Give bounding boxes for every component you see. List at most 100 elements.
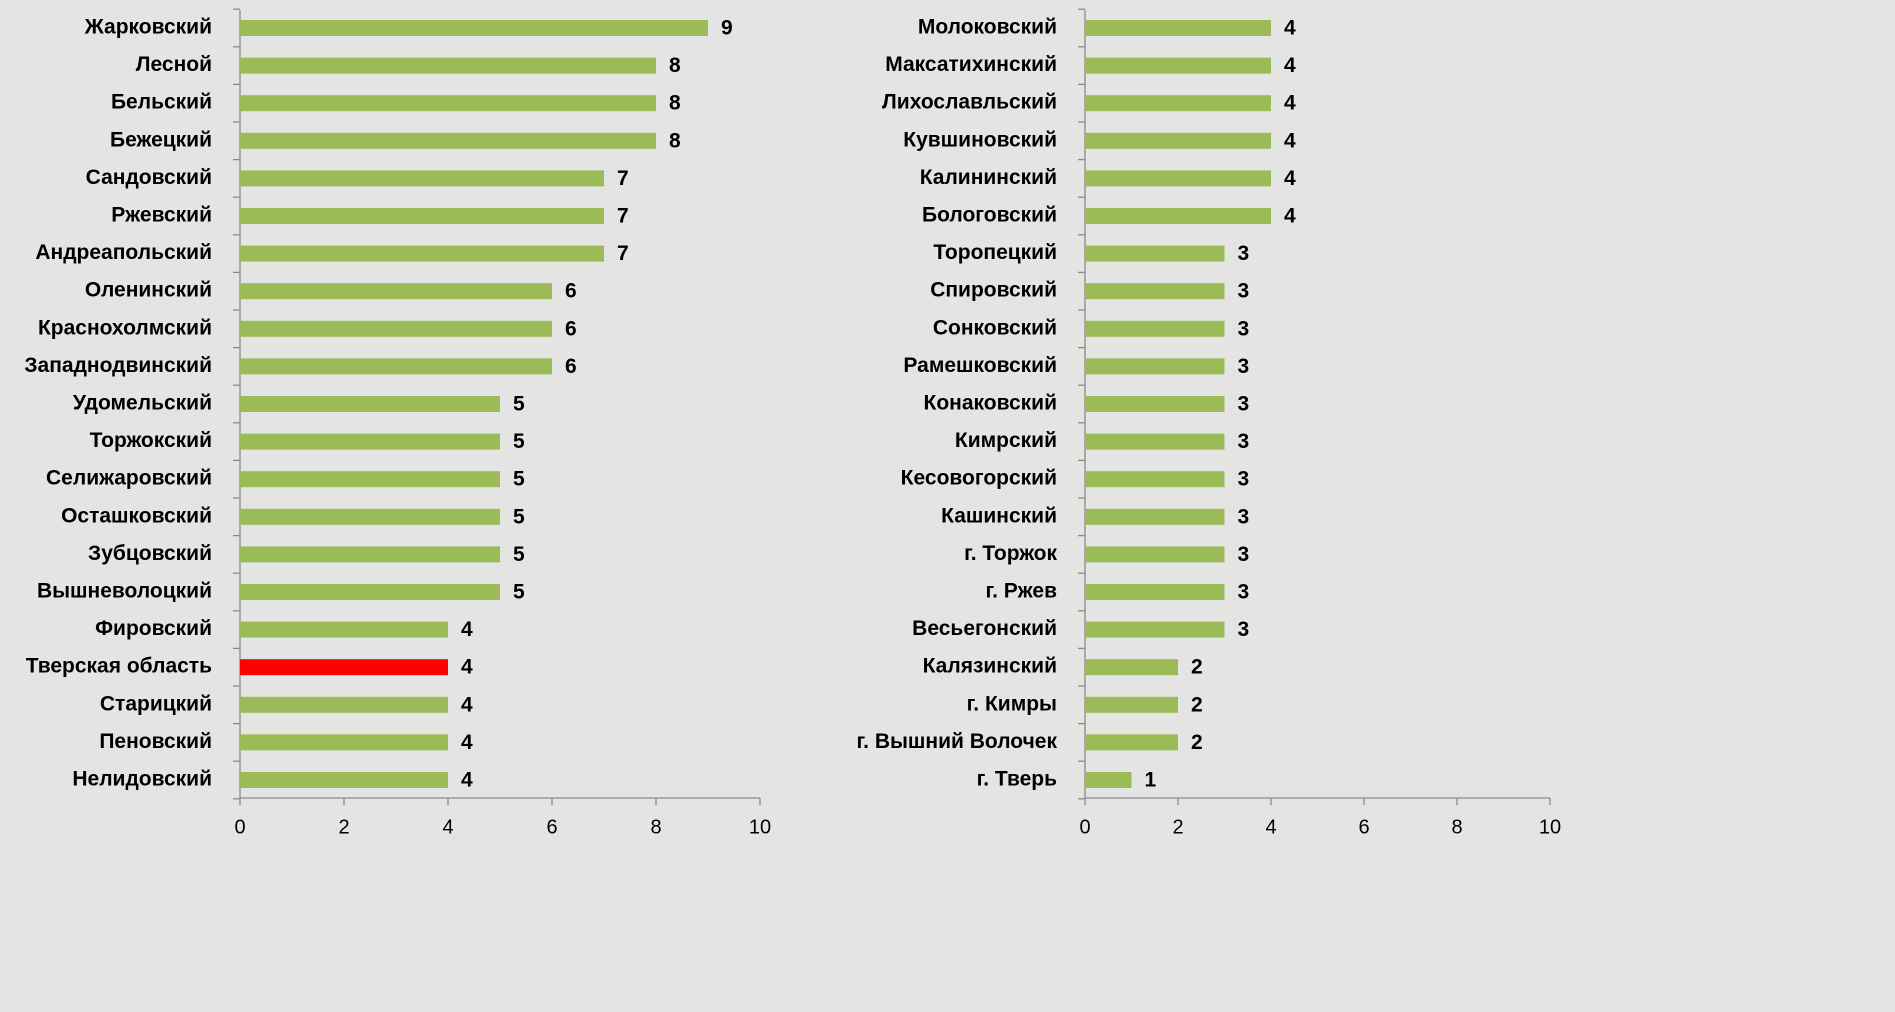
bar xyxy=(240,208,604,224)
data-label: 3 xyxy=(1238,430,1250,453)
x-tick-label: 4 xyxy=(1265,816,1276,838)
data-label: 3 xyxy=(1238,317,1250,340)
x-tick-label: 8 xyxy=(1451,816,1462,838)
data-label: 5 xyxy=(513,543,525,566)
bar xyxy=(1085,57,1271,74)
data-label: 7 xyxy=(617,167,629,190)
data-label: 5 xyxy=(513,430,525,453)
x-tick-label: 6 xyxy=(546,816,557,838)
bar xyxy=(1085,433,1225,450)
data-label: 4 xyxy=(1284,167,1296,190)
data-label: 9 xyxy=(721,17,733,40)
data-label: 3 xyxy=(1238,280,1250,303)
bar xyxy=(1085,320,1225,337)
bar xyxy=(240,433,500,450)
category-label: Вышневолоцкий xyxy=(37,580,212,603)
data-label: 3 xyxy=(1238,355,1250,378)
category-label: Спировский xyxy=(930,279,1057,302)
bar xyxy=(240,471,500,488)
category-label: г. Вышний Волочек xyxy=(857,730,1058,753)
bar xyxy=(240,546,500,563)
data-label: 4 xyxy=(1284,17,1296,40)
bar xyxy=(1085,170,1271,187)
bar xyxy=(240,132,656,149)
bar xyxy=(240,170,604,187)
category-label: Кашинский xyxy=(941,504,1057,527)
category-label: г. Кимры xyxy=(967,692,1057,715)
data-label: 4 xyxy=(461,618,473,641)
bar xyxy=(240,696,448,713)
category-label: Рамешковский xyxy=(903,354,1057,377)
data-label: 4 xyxy=(461,656,473,679)
bar xyxy=(240,621,448,638)
data-label: 5 xyxy=(513,581,525,604)
x-tick-label: 6 xyxy=(1358,816,1369,838)
data-label: 3 xyxy=(1238,505,1250,528)
x-tick-label: 0 xyxy=(234,816,245,838)
bar xyxy=(1085,283,1225,300)
data-label: 7 xyxy=(617,205,629,228)
category-label: Западнодвинский xyxy=(24,354,212,377)
data-label: 4 xyxy=(461,731,473,754)
category-label: Молоковский xyxy=(918,16,1057,39)
category-label: Весьегонский xyxy=(912,617,1057,640)
category-label: Торжокский xyxy=(90,429,212,452)
x-tick-label: 0 xyxy=(1079,816,1090,838)
bar xyxy=(240,358,552,375)
category-label: Максатихинский xyxy=(885,53,1057,76)
category-label: Бологовский xyxy=(922,204,1057,227)
x-tick-label: 10 xyxy=(749,816,771,838)
data-label: 4 xyxy=(1284,92,1296,115)
category-label: Лихославльский xyxy=(882,91,1057,114)
data-label: 2 xyxy=(1191,693,1203,716)
bar xyxy=(1085,584,1225,600)
bar xyxy=(1085,659,1178,676)
category-label: Селижаровский xyxy=(46,467,212,490)
bar xyxy=(240,584,500,600)
bar xyxy=(240,95,656,112)
bar xyxy=(240,320,552,337)
data-label: 6 xyxy=(565,317,577,340)
bar xyxy=(1085,396,1225,412)
bar xyxy=(1085,508,1225,525)
category-label: Нелидовский xyxy=(72,768,212,791)
category-label: Жарковский xyxy=(84,16,212,39)
data-label: 1 xyxy=(1145,769,1157,792)
data-label: 4 xyxy=(1284,129,1296,152)
bar xyxy=(240,772,448,788)
bar xyxy=(1085,245,1225,262)
bar xyxy=(1085,95,1271,112)
data-label: 4 xyxy=(461,693,473,716)
data-label: 8 xyxy=(669,92,681,115)
bar xyxy=(1085,132,1271,149)
x-tick-label: 10 xyxy=(1539,816,1561,838)
bar xyxy=(240,245,604,262)
data-label: 3 xyxy=(1238,581,1250,604)
category-label: Конаковский xyxy=(924,392,1057,415)
category-label: Ржевский xyxy=(111,204,212,227)
data-label: 6 xyxy=(565,355,577,378)
category-label: Бежецкий xyxy=(110,128,212,151)
category-label: Андреапольский xyxy=(35,241,212,264)
x-tick-label: 8 xyxy=(650,816,661,838)
bar xyxy=(1085,734,1178,751)
data-label: 3 xyxy=(1238,393,1250,416)
data-label: 2 xyxy=(1191,731,1203,754)
category-label: Зубцовский xyxy=(88,542,212,565)
category-label: Сандовский xyxy=(86,166,212,189)
data-label: 8 xyxy=(669,129,681,152)
data-label: 3 xyxy=(1238,543,1250,566)
data-label: 8 xyxy=(669,54,681,77)
category-label: Осташковский xyxy=(61,504,212,527)
data-label: 4 xyxy=(461,769,473,792)
category-label: Калязинский xyxy=(923,655,1057,678)
x-tick-label: 2 xyxy=(338,816,349,838)
data-label: 4 xyxy=(1284,54,1296,77)
category-label: Бельский xyxy=(111,91,212,114)
bar xyxy=(1085,20,1271,36)
data-label: 3 xyxy=(1238,468,1250,491)
category-label: Торопецкий xyxy=(933,241,1057,264)
category-label: Кувшиновский xyxy=(903,128,1057,151)
